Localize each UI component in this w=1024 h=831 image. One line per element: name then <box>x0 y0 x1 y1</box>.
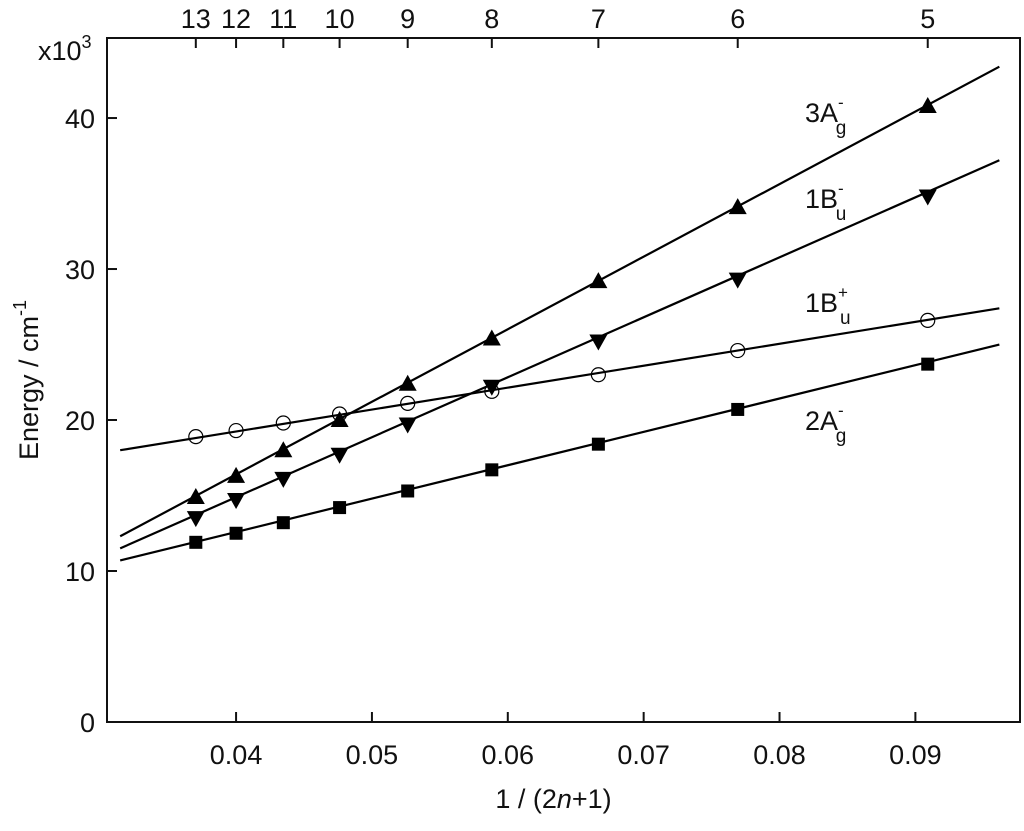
y-tick-label: 10 <box>65 557 95 587</box>
series-sup: + <box>838 283 848 302</box>
y-tick-label: 30 <box>65 255 95 285</box>
data-point <box>401 484 415 498</box>
data-point <box>590 367 606 383</box>
y-multiplier: x103 <box>38 32 92 66</box>
data-point <box>276 516 290 530</box>
data-point <box>227 493 246 510</box>
data-point <box>728 198 747 215</box>
data-point <box>330 447 349 464</box>
top-tick-label: 8 <box>484 4 499 34</box>
multiplier-exp: 3 <box>82 32 92 52</box>
x-tick-label: 0.07 <box>617 740 670 770</box>
series-name: 3A <box>805 98 838 128</box>
data-point <box>485 463 499 477</box>
top-tick-label: 5 <box>920 4 935 34</box>
fit-line <box>120 307 1000 452</box>
data-point <box>331 406 348 422</box>
data-point <box>274 441 293 458</box>
x-tick-label: 0.09 <box>889 740 942 770</box>
data-point <box>589 272 608 289</box>
series-name: 1B <box>805 288 838 318</box>
x-tick-label: 0.06 <box>482 740 535 770</box>
data-point <box>227 466 246 483</box>
data-point <box>398 374 417 391</box>
top-tick-label: 6 <box>730 4 745 34</box>
series-sub: u <box>840 308 851 329</box>
data-point <box>482 329 501 346</box>
data-point <box>400 395 416 412</box>
top-tick-label: 7 <box>591 4 606 34</box>
series-sub: g <box>836 118 847 139</box>
data-point <box>186 511 205 528</box>
data-point <box>398 417 417 434</box>
series-name: 2A <box>805 406 838 436</box>
series-label: 1B+ u <box>805 283 851 329</box>
series-sup: - <box>838 401 844 420</box>
x-axis-label: 1 / (2n+1) <box>495 784 611 814</box>
data-point <box>731 402 745 416</box>
multiplier-base: x10 <box>38 36 82 66</box>
x-tick-label: 0.08 <box>753 740 806 770</box>
data-point <box>589 334 608 351</box>
fit-line <box>119 159 1000 550</box>
data-point <box>333 501 347 515</box>
series-label: 2A- g <box>805 401 846 447</box>
fit-line <box>119 65 1000 538</box>
top-tick-label: 10 <box>325 4 355 34</box>
data-point <box>920 312 936 328</box>
series-sub: u <box>836 204 847 225</box>
y-tick-label: 20 <box>65 406 95 436</box>
data-point <box>728 272 747 289</box>
data-point <box>275 415 291 431</box>
plot-frame <box>106 37 1021 723</box>
series-label: 3A- g <box>805 93 846 139</box>
top-tick-label: 11 <box>269 4 297 34</box>
data-point <box>918 189 937 206</box>
series-sub: g <box>836 426 847 447</box>
data-point <box>484 383 500 399</box>
data-point <box>229 526 243 540</box>
data-point <box>189 535 203 549</box>
fit-line <box>119 343 1000 562</box>
x-label-part: +1) <box>572 784 612 814</box>
top-tick-label: 12 <box>221 4 251 34</box>
series-label: 1B- u <box>805 179 846 225</box>
x-label-italic: n <box>557 784 572 814</box>
top-tick-label: 13 <box>181 4 211 34</box>
data-point <box>918 96 937 113</box>
series-name: 1B <box>805 184 838 214</box>
x-tick-label: 0.05 <box>346 740 399 770</box>
y-axis-label: Energy / cm-1 <box>10 300 44 460</box>
y-label-main: Energy / cm <box>14 316 44 460</box>
data-point <box>330 411 349 428</box>
x-tick-label: 0.04 <box>210 740 263 770</box>
x-label-part: 1 / (2 <box>495 784 557 814</box>
data-point <box>228 422 244 439</box>
data-point <box>186 488 205 505</box>
data-point <box>591 437 605 451</box>
data-point <box>274 471 293 488</box>
top-tick-label: 9 <box>400 4 415 34</box>
y-label-sup: -1 <box>10 300 30 316</box>
y-tick-label: 40 <box>65 104 95 134</box>
data-point <box>188 429 204 445</box>
data-point <box>921 357 935 371</box>
series-sup: - <box>838 179 844 198</box>
y-tick-label: 0 <box>80 708 95 738</box>
data-point <box>730 342 746 359</box>
series-sup: - <box>838 93 844 112</box>
data-point <box>482 379 501 396</box>
